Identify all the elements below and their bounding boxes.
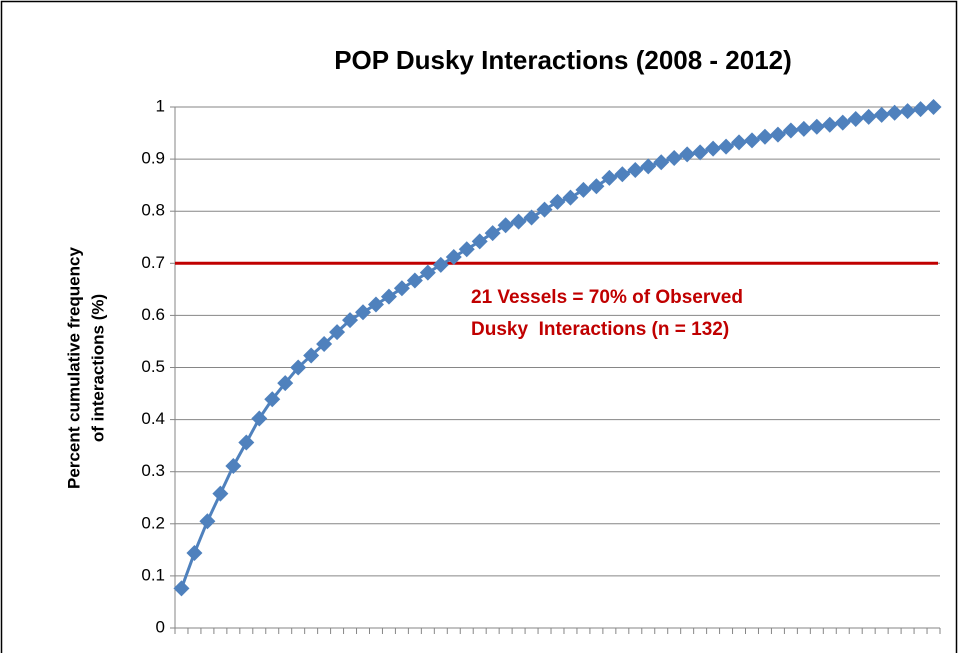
data-point [860, 108, 877, 125]
data-point [873, 106, 890, 123]
data-point [432, 256, 449, 273]
y-tick-label: 0.1 [141, 565, 165, 584]
data-point [238, 434, 255, 451]
data-point [173, 580, 190, 597]
data-point [303, 347, 320, 364]
data-point [692, 144, 709, 161]
data-point [367, 296, 384, 313]
y-tick-label: 0.4 [141, 409, 165, 428]
data-point [601, 169, 618, 186]
data-point [355, 304, 372, 321]
data-point [886, 104, 903, 121]
data-point [627, 162, 644, 179]
data-point [497, 217, 514, 234]
data-point [808, 118, 825, 135]
data-point [588, 178, 605, 195]
data-point [782, 122, 799, 139]
y-axis-label-line: of interactions (%) [88, 294, 107, 442]
data-point [899, 103, 916, 120]
y-tick-label: 1 [156, 96, 165, 115]
y-axis-label: Percent cumulative frequency of interact… [64, 247, 107, 489]
data-point [290, 359, 307, 376]
data-point [795, 120, 812, 137]
data-point [834, 114, 851, 131]
data-point [316, 336, 333, 353]
data-point [342, 312, 359, 329]
data-point [640, 158, 657, 175]
data-point [731, 134, 748, 151]
data-point [251, 410, 268, 427]
data-point [380, 288, 397, 305]
chart-title: POP Dusky Interactions (2008 - 2012) [334, 45, 792, 75]
data-point [186, 544, 203, 561]
data-point [264, 391, 281, 408]
annotation: Dusky Interactions (n = 132) [471, 319, 729, 340]
data-point [562, 189, 579, 206]
data-point [653, 154, 670, 171]
data-point [419, 264, 436, 281]
data-point [536, 201, 553, 218]
data-point [666, 150, 683, 167]
data-point [212, 485, 229, 502]
data-point [614, 166, 631, 183]
y-tick-label: 0.6 [141, 305, 165, 324]
y-tick-label: 0.9 [141, 149, 165, 168]
y-axis-label-line: Percent cumulative frequency [64, 247, 83, 489]
data-point [199, 513, 216, 530]
data-point [718, 138, 735, 155]
data-point [925, 99, 942, 115]
data-point [277, 375, 294, 392]
data-point [406, 272, 423, 289]
y-tick-label: 0.3 [141, 461, 165, 480]
y-tick-label: 0.7 [141, 253, 165, 272]
data-point [847, 110, 864, 127]
annotation: 21 Vessels = 70% of Observed [471, 287, 743, 308]
data-point [756, 128, 773, 145]
data-point [821, 116, 838, 133]
y-tick-label: 0.8 [141, 201, 165, 220]
data-point [445, 249, 462, 266]
data-point [458, 241, 475, 258]
data-point [484, 225, 501, 242]
y-tick-label: 0 [156, 617, 165, 636]
data-point [769, 126, 786, 143]
data-point [743, 132, 760, 149]
data-point [523, 209, 540, 226]
data-point [912, 101, 929, 118]
data-point [329, 324, 346, 341]
data-point [549, 193, 566, 210]
data-point [510, 213, 527, 230]
data-point [393, 280, 410, 297]
data-point [679, 146, 696, 163]
data-point [225, 457, 242, 474]
data-point [705, 140, 722, 157]
data-point [471, 233, 488, 250]
y-tick-label: 0.2 [141, 513, 165, 532]
y-tick-label: 0.5 [141, 357, 165, 376]
data-point [575, 181, 592, 198]
